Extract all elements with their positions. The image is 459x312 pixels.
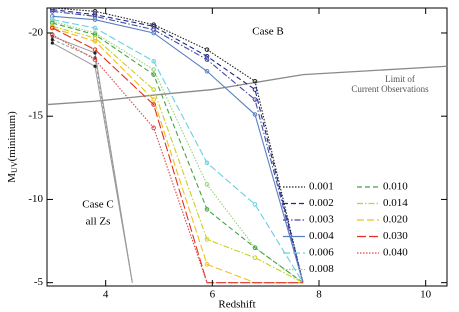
data-point [151, 30, 156, 36]
series-line [52, 22, 304, 284]
data-point [151, 67, 156, 72]
legend-label: 0.001 [309, 181, 334, 193]
data-point [252, 202, 258, 207]
legend-label: 0.040 [383, 247, 408, 259]
legend-label: 0.004 [309, 230, 334, 242]
plot-area [47, 8, 447, 284]
annotation: Case B [252, 26, 283, 38]
case-c-point [50, 41, 54, 45]
series-line [52, 9, 304, 283]
data-point [92, 25, 98, 31]
x-tick-label: 6 [210, 289, 216, 301]
legend-label: 0.014 [383, 197, 408, 209]
data-point [92, 57, 98, 62]
series-line [52, 20, 304, 284]
data-point [151, 58, 156, 64]
case-c-point [93, 51, 97, 55]
data-point [151, 22, 156, 27]
case-c-point [50, 38, 54, 42]
case-c-line [52, 35, 133, 283]
y-label-suffix: (minimum) [6, 111, 18, 161]
case-c-point [93, 64, 97, 68]
y-tick-label: -10 [28, 193, 43, 205]
data-point [204, 237, 210, 242]
y-label-main: M [6, 173, 18, 183]
data-point [252, 245, 258, 251]
data-point [252, 255, 258, 261]
series-line [52, 15, 304, 283]
data-point [92, 38, 98, 44]
legend-label: 0.030 [383, 230, 408, 242]
data-point [151, 72, 156, 77]
data-point [252, 97, 258, 102]
annotation: Limit of [385, 74, 415, 84]
legend-label: 0.020 [383, 214, 408, 226]
legend-label: 0.008 [309, 263, 334, 275]
data-point [252, 87, 258, 92]
legend-label: 0.003 [309, 214, 334, 226]
case-c-line [52, 39, 133, 283]
series-line [52, 25, 304, 284]
y-tick-label: -5 [34, 276, 44, 288]
legend-label: 0.010 [383, 181, 408, 193]
data-point [252, 112, 258, 117]
data-point [50, 9, 55, 14]
data-point [151, 102, 156, 107]
plot-frame [46, 7, 448, 287]
annotation: Current Observations [351, 84, 429, 94]
annotation: Case C [82, 199, 113, 211]
data-point [50, 25, 55, 31]
legend-label: 0.006 [309, 247, 334, 259]
data-point [151, 97, 156, 102]
data-point [204, 160, 210, 166]
series-line [52, 19, 304, 283]
data-point [151, 125, 156, 131]
x-axis-label: Redshift [218, 299, 255, 311]
data-point [204, 57, 210, 62]
y-tick-label: -20 [28, 27, 43, 39]
x-tick-label: 8 [316, 289, 322, 301]
data-point [252, 78, 258, 84]
y-tick-label: -15 [28, 110, 43, 122]
data-point [204, 68, 210, 74]
data-point [204, 207, 210, 212]
limit-line [47, 65, 447, 106]
x-tick-label: 10 [420, 289, 432, 301]
series-line [52, 27, 303, 284]
data-point [204, 182, 210, 187]
data-point [92, 47, 98, 52]
series-line [52, 10, 304, 283]
data-point [204, 47, 210, 52]
data-point [204, 262, 210, 267]
series-line [52, 27, 303, 284]
y-axis-label: MUV(minimum) [6, 111, 19, 183]
y-label-sub: UV [10, 161, 19, 173]
legend-label: 0.002 [309, 197, 334, 209]
data-point [151, 87, 156, 92]
data-point [92, 17, 98, 22]
series-line [52, 8, 304, 283]
case-c-line [52, 42, 133, 283]
series-line [52, 34, 303, 284]
annotation: all Zs [86, 216, 111, 228]
x-tick-label: 4 [103, 289, 109, 301]
